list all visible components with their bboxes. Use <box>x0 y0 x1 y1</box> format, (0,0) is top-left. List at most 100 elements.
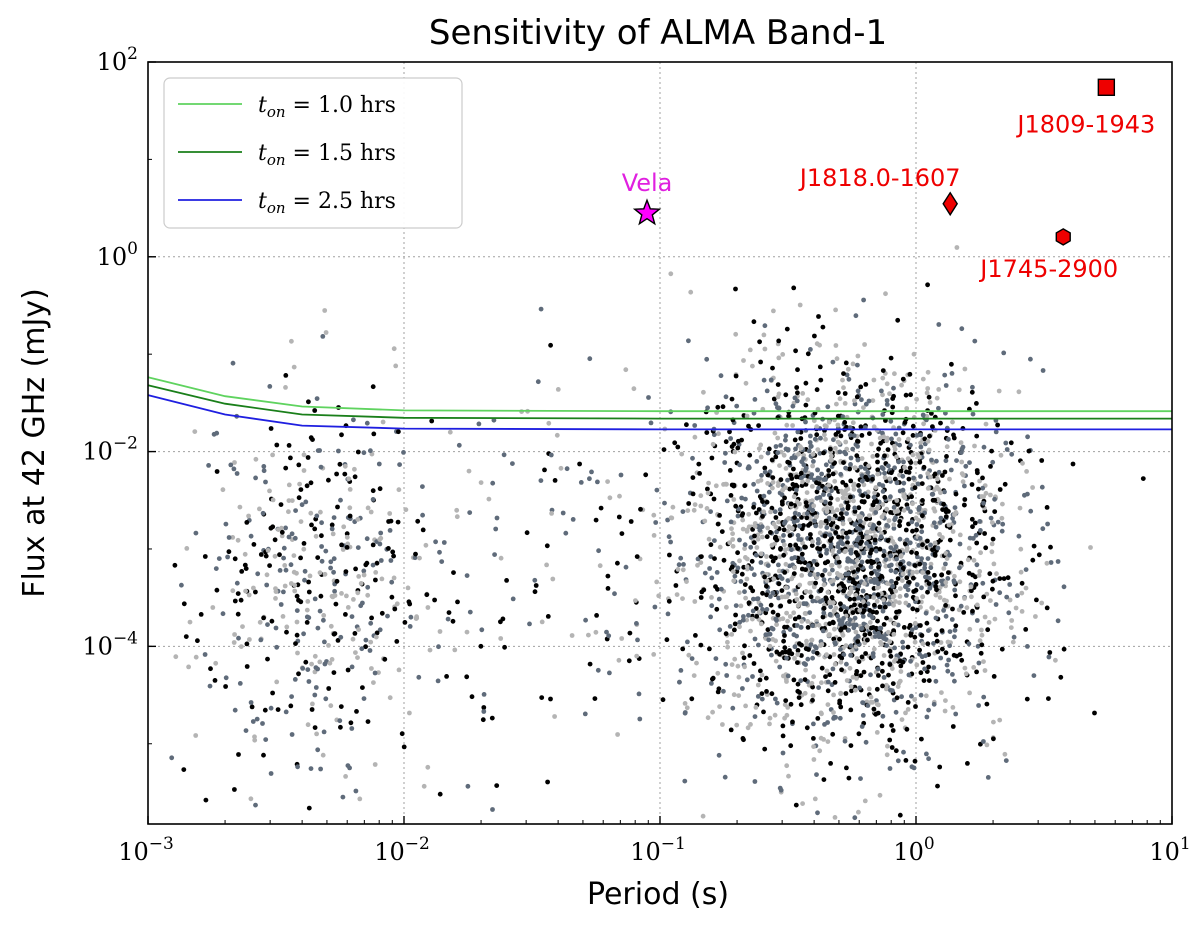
pulsar-point <box>858 384 864 390</box>
pulsar-point <box>835 390 841 396</box>
pulsar-point <box>731 692 737 698</box>
pulsar-point <box>211 431 217 437</box>
pulsar-point <box>943 603 948 608</box>
pulsar-point <box>548 452 554 458</box>
pulsar-point <box>749 558 755 564</box>
pulsar-point <box>890 594 896 600</box>
pulsar-point <box>305 667 311 672</box>
pulsar-point <box>361 572 367 578</box>
pulsar-point <box>847 575 853 581</box>
pulsar-point <box>908 442 913 448</box>
pulsar-point <box>802 677 808 682</box>
pulsar-point <box>698 503 704 509</box>
pulsar-point <box>544 543 550 549</box>
pulsar-point <box>372 762 378 767</box>
pulsar-point <box>844 535 850 540</box>
pulsar-point <box>758 359 763 365</box>
pulsar-point <box>798 445 804 451</box>
pulsar-point <box>356 627 361 632</box>
pulsar-point <box>812 796 818 802</box>
pulsar-point <box>746 511 752 517</box>
pulsar-point <box>718 373 724 379</box>
pulsar-point <box>769 542 775 548</box>
pulsar-point <box>321 617 326 623</box>
pulsar-point <box>940 646 945 652</box>
pulsar-point <box>904 469 909 475</box>
pulsar-point <box>725 644 730 650</box>
pulsar-point <box>884 752 890 758</box>
pulsar-point <box>261 615 266 621</box>
pulsar-point <box>236 752 241 757</box>
pulsar-point <box>852 505 858 511</box>
pulsar-point <box>924 620 930 626</box>
pulsar-point <box>829 488 834 494</box>
pulsar-point <box>848 743 854 748</box>
pulsar-point <box>880 668 885 674</box>
pulsar-point <box>370 542 376 548</box>
pulsar-point <box>952 627 958 633</box>
pulsar-point <box>965 557 971 563</box>
pulsar-point <box>938 420 943 426</box>
pulsar-point <box>795 390 800 396</box>
pulsar-point <box>875 504 881 510</box>
pulsar-point <box>832 478 838 484</box>
pulsar-point <box>793 802 799 808</box>
pulsar-point <box>914 527 919 533</box>
pulsar-point <box>884 643 889 648</box>
pulsar-point <box>352 474 358 480</box>
pulsar-point <box>808 433 813 439</box>
pulsar-point <box>814 772 819 777</box>
pulsar-point <box>651 533 657 538</box>
pulsar-point <box>277 552 282 558</box>
pulsar-point <box>831 636 837 642</box>
pulsar-point <box>830 471 836 477</box>
pulsar-point <box>804 490 810 495</box>
pulsar-point <box>819 680 824 686</box>
pulsar-point <box>880 412 886 417</box>
pulsar-point <box>634 554 640 559</box>
pulsar-point <box>877 526 882 532</box>
pulsar-point <box>353 788 359 794</box>
pulsar-point <box>979 642 985 648</box>
pulsar-point <box>873 548 879 554</box>
pulsar-point <box>284 624 290 630</box>
pulsar-point <box>875 459 880 465</box>
pulsar-point <box>755 694 761 699</box>
pulsar-point <box>881 653 887 658</box>
pulsar-point <box>857 685 862 691</box>
pulsar-point <box>368 639 374 645</box>
pulsar-point <box>837 396 843 402</box>
pulsar-point <box>1140 476 1146 481</box>
pulsar-point <box>661 447 667 452</box>
pulsar-point <box>539 619 545 625</box>
pulsar-point <box>942 708 948 714</box>
pulsar-point <box>777 507 783 513</box>
pulsar-point <box>805 625 811 630</box>
pulsar-point <box>812 644 818 649</box>
pulsar-point <box>903 758 909 763</box>
pulsar-point <box>677 679 682 685</box>
pulsar-point <box>550 576 556 582</box>
pulsar-point <box>787 486 793 492</box>
pulsar-point <box>236 635 241 641</box>
pulsar-point <box>767 643 773 649</box>
pulsar-point <box>931 520 937 526</box>
pulsar-point <box>248 796 254 802</box>
pulsar-point <box>831 437 836 443</box>
pulsar-point <box>898 663 904 669</box>
pulsar-point <box>848 652 853 658</box>
pulsar-point <box>699 589 705 595</box>
pulsar-point <box>876 446 881 452</box>
pulsar-point <box>848 707 854 713</box>
pulsar-point <box>865 637 870 643</box>
pulsar-point <box>797 523 802 529</box>
pulsar-point <box>652 604 658 610</box>
pulsar-point <box>268 426 274 431</box>
pulsar-point <box>437 791 443 797</box>
pulsar-point <box>815 540 821 546</box>
pulsar-point <box>785 705 791 710</box>
pulsar-point <box>824 668 830 674</box>
pulsar-point <box>1031 673 1037 678</box>
pulsar-point <box>338 724 343 730</box>
pulsar-point <box>893 431 899 437</box>
